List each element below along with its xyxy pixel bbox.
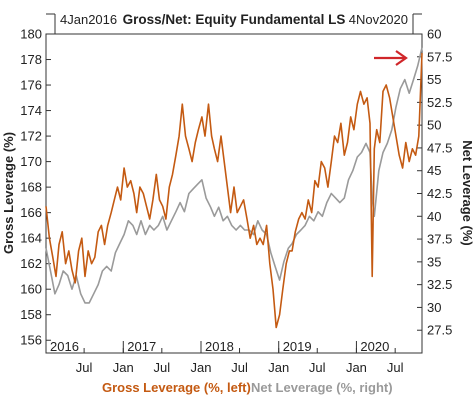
left-tick-label: 160 bbox=[20, 282, 42, 297]
legend-net-leverage: Net Leverage (%, right) bbox=[251, 380, 393, 395]
x-month-label: Jan bbox=[346, 360, 367, 375]
x-month-label: Jul bbox=[231, 360, 248, 375]
x-year-label: 2018 bbox=[205, 339, 234, 354]
chart-title: Gross/Net: Equity Fundamental LS bbox=[123, 12, 346, 27]
series-lines bbox=[45, 47, 423, 329]
x-year-label: 2017 bbox=[127, 339, 156, 354]
right-tick-label: 27.5 bbox=[427, 323, 452, 338]
start-date-label: 4Jan2016 bbox=[60, 12, 117, 27]
net-leverage-line bbox=[45, 47, 423, 304]
right-tick-label: 50 bbox=[427, 118, 441, 133]
x-month-label: Jul bbox=[387, 360, 404, 375]
left-tick-label: 158 bbox=[20, 307, 42, 322]
right-tick-label: 45 bbox=[427, 163, 441, 178]
right-tick-label: 57.5 bbox=[427, 49, 452, 64]
end-date-label: 4Nov2020 bbox=[349, 12, 408, 27]
right-tick-label: 52.5 bbox=[427, 95, 452, 110]
x-month-label: Jan bbox=[113, 360, 134, 375]
x-month-label: Jul bbox=[309, 360, 326, 375]
right-tick-label: 60 bbox=[427, 27, 441, 42]
left-tick-label: 174 bbox=[20, 103, 42, 118]
right-tick-label: 37.5 bbox=[427, 232, 452, 247]
x-month-label: Jul bbox=[76, 360, 93, 375]
left-tick-label: 180 bbox=[20, 27, 42, 42]
right-axis-title: Net Leverage (%) bbox=[460, 140, 474, 245]
right-tick-label: 40 bbox=[427, 209, 441, 224]
right-axis-ticks: 27.5 30 32.5 35 37.5 40 42.5 45 47.5 50 52.5 55 57.5… bbox=[417, 27, 452, 338]
legend-gross-leverage: Gross Leverage (%, left) bbox=[102, 380, 251, 395]
left-tick-label: 170 bbox=[20, 154, 42, 169]
x-month-label: Jan bbox=[268, 360, 289, 375]
x-month-label: Jan bbox=[191, 360, 212, 375]
left-tick-label: 172 bbox=[20, 129, 42, 144]
left-axis-title: Gross Leverage (%) bbox=[1, 132, 16, 254]
left-tick-label: 168 bbox=[20, 180, 42, 195]
gross-leverage-line bbox=[45, 53, 423, 329]
left-tick-label: 164 bbox=[20, 231, 42, 246]
x-year-label: 2020 bbox=[360, 339, 389, 354]
left-axis-ticks: 156 158 160 162 164 166 168 170 172 174 176 178 180 bbox=[20, 27, 51, 348]
x-year-label: 2016 bbox=[50, 339, 79, 354]
left-tick-label: 176 bbox=[20, 78, 42, 93]
x-year-label: 2019 bbox=[283, 339, 312, 354]
right-tick-label: 42.5 bbox=[427, 186, 452, 201]
x-axis: Jul Jan Jul Jan Jul Jan Jul Jan Jul 2016 2017 2018 2… bbox=[50, 339, 404, 375]
right-tick-label: 32.5 bbox=[427, 277, 452, 292]
right-tick-label: 30 bbox=[427, 300, 441, 315]
x-month-label: Jul bbox=[154, 360, 171, 375]
left-tick-label: 166 bbox=[20, 205, 42, 220]
left-tick-label: 162 bbox=[20, 256, 42, 271]
left-tick-label: 178 bbox=[20, 52, 42, 67]
right-tick-label: 47.5 bbox=[427, 140, 452, 155]
red-arrow-head bbox=[395, 50, 408, 66]
right-tick-label: 55 bbox=[427, 72, 441, 87]
left-tick-label: 156 bbox=[20, 333, 42, 348]
red-arrow-annotation bbox=[374, 50, 408, 66]
right-tick-label: 35 bbox=[427, 254, 441, 269]
